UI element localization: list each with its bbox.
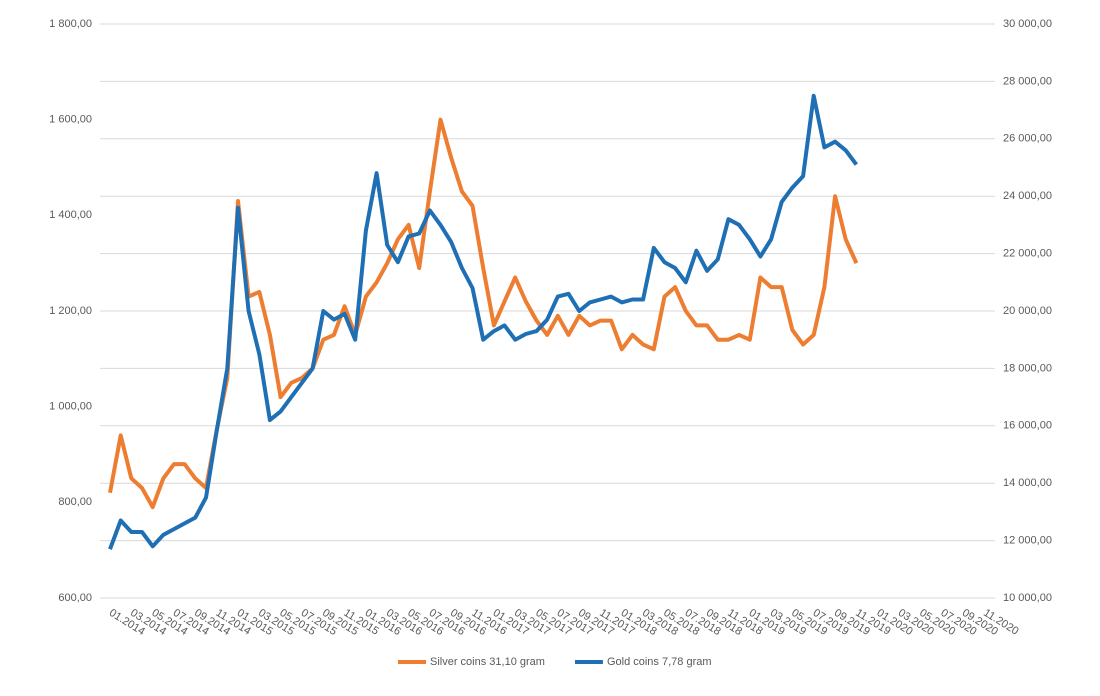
y2-tick-label: 28 000,00 (1003, 75, 1052, 87)
y-tick-label: 1 400,00 (49, 209, 92, 221)
y2-tick-label: 30 000,00 (1003, 18, 1052, 30)
y-tick-label: 1 000,00 (49, 401, 92, 413)
y2-tick-label: 12 000,00 (1003, 535, 1052, 547)
legend-label: Silver coins 31,10 gram (430, 656, 545, 668)
series-line (108, 93, 859, 550)
y-tick-label: 1 600,00 (49, 114, 92, 126)
y2-tick-label: 14 000,00 (1003, 477, 1052, 489)
y-tick-label: 1 200,00 (49, 305, 92, 317)
y2-tick-label: 18 000,00 (1003, 362, 1052, 374)
y2-tick-label: 16 000,00 (1003, 420, 1052, 432)
y2-tick-label: 10 000,00 (1003, 592, 1052, 604)
y-tick-label: 800,00 (58, 496, 92, 508)
y2-tick-label: 26 000,00 (1003, 133, 1052, 145)
legend-label: Gold coins 7,78 gram (607, 656, 712, 668)
y-tick-label: 600,00 (58, 592, 92, 604)
y-tick-label: 1 800,00 (49, 18, 92, 30)
y2-tick-label: 24 000,00 (1003, 190, 1052, 202)
y2-tick-label: 22 000,00 (1003, 248, 1052, 260)
y2-tick-label: 20 000,00 (1003, 305, 1052, 317)
series-line (108, 117, 859, 510)
